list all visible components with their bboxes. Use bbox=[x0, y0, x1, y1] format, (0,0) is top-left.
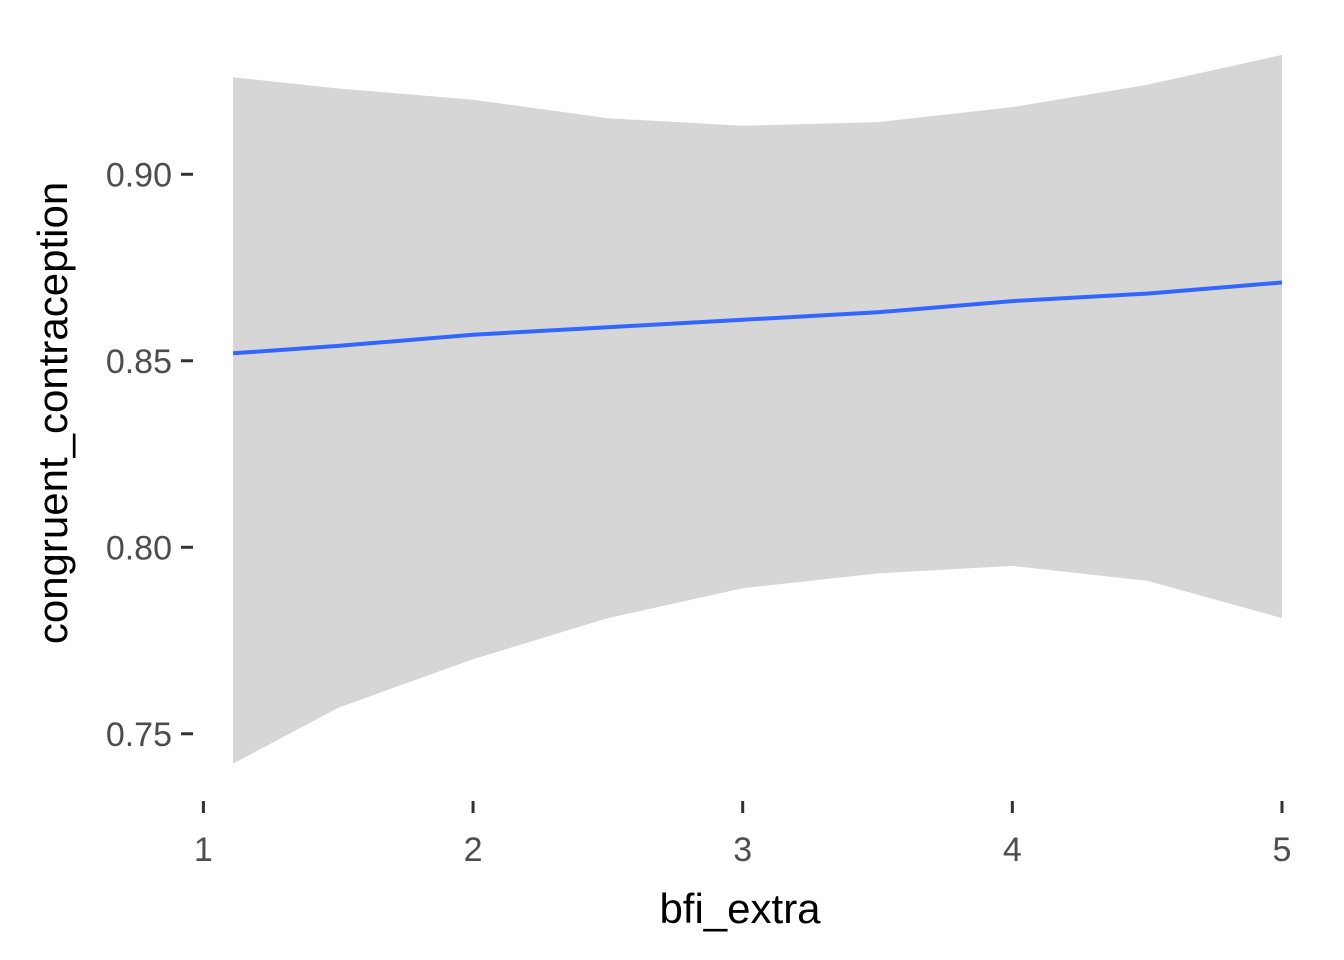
y-tick-label: 0.85 bbox=[106, 343, 172, 381]
trend-line-layer bbox=[232, 280, 1283, 356]
x-axis: 1 2 3 4 5 bbox=[194, 801, 1292, 869]
y-axis: 0.75 0.80 0.85 0.90 bbox=[106, 156, 193, 754]
x-tick-label: 5 bbox=[1273, 831, 1292, 869]
confidence-band bbox=[233, 54, 1283, 764]
trend-line bbox=[232, 280, 1283, 356]
x-tick-label: 1 bbox=[194, 831, 213, 869]
confidence-band-layer bbox=[233, 54, 1283, 764]
x-tick-label: 2 bbox=[464, 831, 483, 869]
x-tick-label: 3 bbox=[733, 831, 752, 869]
y-tick-label: 0.80 bbox=[106, 529, 172, 567]
x-tick-label: 4 bbox=[1003, 831, 1022, 869]
x-axis-title: bfi_extra bbox=[659, 885, 821, 932]
y-tick-label: 0.90 bbox=[106, 156, 172, 194]
y-axis-title: congruent_contraception bbox=[29, 182, 76, 644]
y-tick-label: 0.75 bbox=[106, 716, 172, 754]
